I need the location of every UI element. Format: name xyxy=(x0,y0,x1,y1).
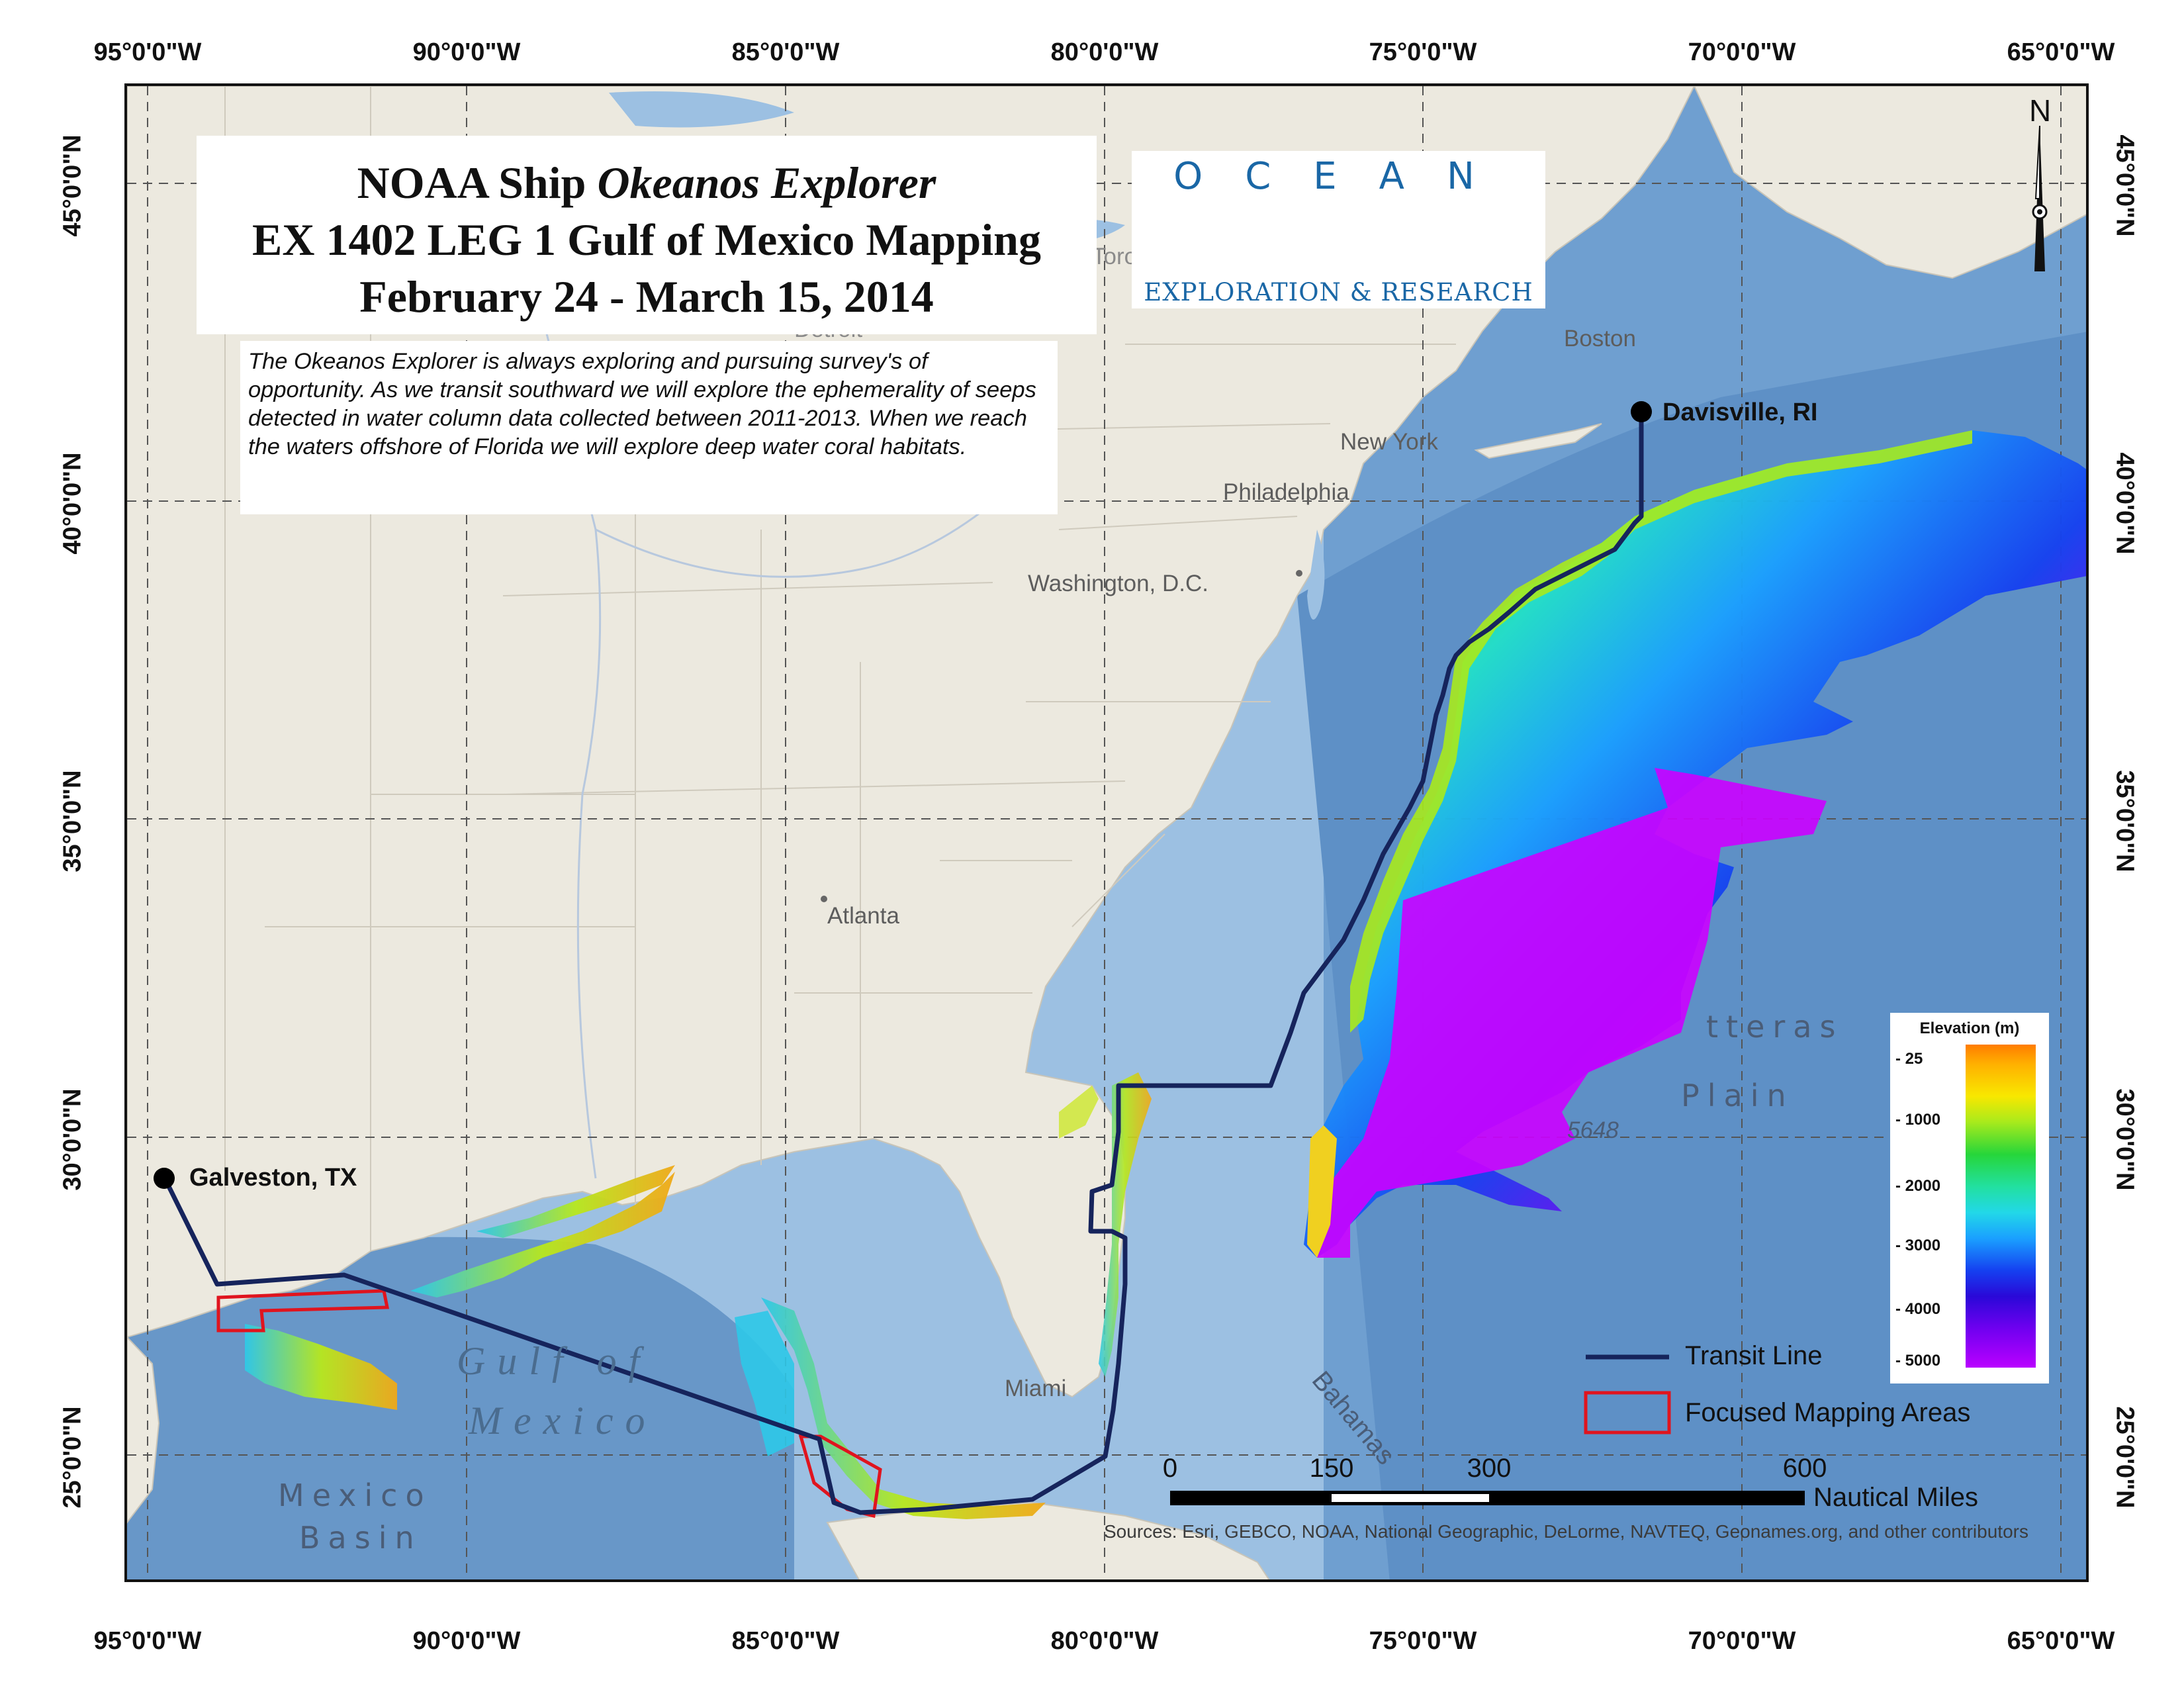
lon-label-bottom: 75°0'0"W xyxy=(1369,1627,1477,1655)
ocean-exploration-logo: OCEAN EXPLORATION & RESEARCH xyxy=(1132,151,1545,308)
place-hatteras-1: tteras xyxy=(1706,1009,1844,1045)
lon-label-bottom: 85°0'0"W xyxy=(731,1627,840,1655)
elevation-tick: - 4000 xyxy=(1895,1300,1941,1318)
lon-label-bottom: 95°0'0"W xyxy=(93,1627,202,1655)
place-boston: Boston xyxy=(1564,326,1636,352)
port-galveston-dot xyxy=(154,1168,175,1189)
lat-label-left: 30°0'0"N xyxy=(58,1088,87,1191)
title-ship-name: Okeanos Explorer xyxy=(597,158,936,208)
lat-label-right: 40°0'0"N xyxy=(2111,452,2139,555)
sources-credit: Sources: Esri, GEBCO, NOAA, National Geo… xyxy=(1104,1521,2028,1542)
lat-label-right: 30°0'0"N xyxy=(2111,1088,2139,1191)
elevation-tick: - 1000 xyxy=(1895,1111,1941,1129)
title-line3: February 24 - March 15, 2014 xyxy=(359,271,934,322)
lon-label-bottom: 70°0'0"W xyxy=(1688,1627,1796,1655)
place-hatteras-2: Plain xyxy=(1681,1078,1794,1113)
depth-label: 5648 xyxy=(1567,1117,1619,1143)
elevation-tick: - 25 xyxy=(1895,1050,1923,1068)
lon-label-top: 70°0'0"W xyxy=(1688,38,1796,66)
lat-label-right: 45°0'0"N xyxy=(2111,134,2139,237)
scale-tick: 150 xyxy=(1309,1454,1354,1483)
place-new-york: New York xyxy=(1340,429,1438,455)
scale-unit: Nautical Miles xyxy=(1813,1483,1978,1512)
scale-tick: 300 xyxy=(1467,1454,1512,1483)
lon-label-bottom: 65°0'0"W xyxy=(2007,1627,2115,1655)
place-miami: Miami xyxy=(1005,1376,1067,1401)
lat-label-left: 45°0'0"N xyxy=(58,134,87,237)
elevation-legend: Elevation (m) - 25 - 1000 - 2000 - 3000 … xyxy=(1890,1013,2049,1383)
scale-tick: 0 xyxy=(1162,1454,1178,1483)
place-philadelphia: Philadelphia xyxy=(1223,479,1349,505)
lon-label-bottom: 80°0'0"W xyxy=(1050,1627,1159,1655)
lon-label-top: 85°0'0"W xyxy=(731,38,840,66)
logo-subtitle: EXPLORATION & RESEARCH xyxy=(1144,278,1533,306)
lon-label-top: 65°0'0"W xyxy=(2007,38,2115,66)
north-arrow-icon xyxy=(2032,125,2048,271)
place-gulf-of: Gulf of xyxy=(457,1339,652,1383)
gulf-bathymetry-west xyxy=(245,1324,397,1410)
title-line2: EX 1402 LEG 1 Gulf of Mexico Mapping xyxy=(252,214,1041,265)
lat-label-right: 35°0'0"N xyxy=(2111,770,2139,872)
description-text: The Okeanos Explorer is always exploring… xyxy=(240,341,1058,514)
place-washington: Washington, D.C. xyxy=(1028,571,1208,596)
lat-label-left: 35°0'0"N xyxy=(58,770,87,872)
elevation-legend-title: Elevation (m) xyxy=(1919,1019,2020,1037)
transit-line xyxy=(161,412,1644,1515)
lon-label-bottom: 90°0'0"W xyxy=(412,1627,521,1655)
scale-bar xyxy=(1170,1491,1805,1505)
lat-label-left: 40°0'0"N xyxy=(58,452,87,555)
port-galveston-label: Galveston, TX xyxy=(189,1164,357,1192)
lon-label-top: 95°0'0"W xyxy=(93,38,202,66)
port-davisville-dot xyxy=(1631,401,1652,422)
place-mexico-basin-1: Mexico xyxy=(278,1477,432,1513)
lat-label-left: 25°0'0"N xyxy=(58,1406,87,1509)
legend-focused-swatch xyxy=(1584,1391,1671,1434)
title-line1-prefix: NOAA Ship xyxy=(357,158,598,208)
north-label: N xyxy=(2029,93,2052,128)
logo-word: OCEAN xyxy=(1173,155,1517,198)
map-title: NOAA Ship Okeanos Explorer EX 1402 LEG 1… xyxy=(197,136,1097,334)
place-atlanta: Atlanta xyxy=(827,903,899,929)
lon-label-top: 75°0'0"W xyxy=(1369,38,1477,66)
place-gulf-mexico: Mexico xyxy=(469,1399,657,1442)
legend-transit-label: Transit Line xyxy=(1685,1341,1823,1370)
scale-tick: 600 xyxy=(1782,1454,1827,1483)
elevation-tick: - 5000 xyxy=(1895,1352,1941,1370)
lon-label-top: 80°0'0"W xyxy=(1050,38,1159,66)
elevation-tick: - 3000 xyxy=(1895,1237,1941,1254)
port-davisville-label: Davisville, RI xyxy=(1662,399,1818,426)
lon-label-top: 90°0'0"W xyxy=(412,38,521,66)
lat-label-right: 25°0'0"N xyxy=(2111,1406,2139,1509)
legend-focused-label: Focused Mapping Areas xyxy=(1685,1398,1971,1427)
place-mexico-basin-2: Basin xyxy=(299,1520,422,1556)
elevation-color-ramp xyxy=(1966,1045,2036,1368)
elevation-tick: - 2000 xyxy=(1895,1177,1941,1195)
